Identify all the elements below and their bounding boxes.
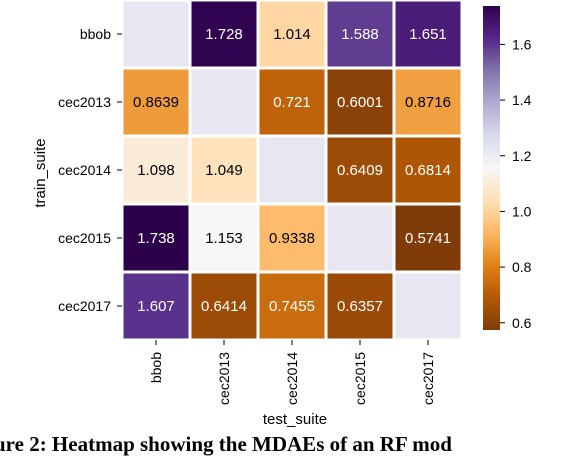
heatmap-cell [327, 69, 393, 135]
heatmap-cell [191, 273, 257, 339]
x-tick-label: cec2014 [284, 352, 300, 405]
cell-value-label: 0.9338 [269, 230, 315, 247]
heatmap-cell [123, 137, 189, 203]
heatmap-cells: 1.728 1.014 1.588 1.651 0.8639 0.721 0.6001 0.8… [123, 1, 461, 339]
x-tick-label: bbob [148, 352, 164, 383]
heatmap-cell [395, 69, 461, 135]
y-tick-label: cec2015 [58, 230, 111, 246]
colorbar-tick-label: 1.6 [512, 36, 532, 52]
x-axis-title: test_suite [263, 411, 327, 428]
heatmap-cell [395, 273, 461, 339]
cell-value-label: 1.049 [205, 162, 243, 179]
colorbar-tick-label: 0.6 [512, 315, 532, 331]
heatmap-cell [191, 69, 257, 135]
colorbar-tick-label: 1.2 [512, 148, 532, 164]
cell-value-label: 0.6814 [405, 162, 451, 179]
heatmap-cell [327, 273, 393, 339]
heatmap-cell [123, 69, 189, 135]
cell-value-label: 1.651 [409, 26, 447, 43]
figure-caption: ure 2: Heatmap showing the MDAEs of an R… [0, 432, 452, 456]
cell-value-label: 0.6409 [337, 162, 383, 179]
cell-value-label: 1.014 [273, 26, 311, 43]
cell-value-label: 1.738 [137, 230, 175, 247]
heatmap-cell [191, 205, 257, 271]
cell-value-label: 0.6414 [201, 298, 247, 315]
cell-value-label: 0.5741 [405, 230, 451, 247]
heatmap-cell [123, 1, 189, 67]
heatmap-cell [395, 137, 461, 203]
x-tick-label: cec2013 [216, 352, 232, 405]
cell-value-label: 0.8639 [133, 94, 179, 111]
heatmap-cell [191, 137, 257, 203]
cell-value-label: 0.7455 [269, 298, 315, 315]
colorbar: 0.6 0.8 1.0 1.2 1.4 1.6 [483, 6, 532, 331]
heatmap-cell [259, 205, 325, 271]
y-tick-label: cec2014 [58, 162, 111, 178]
y-tick-label: cec2013 [58, 94, 111, 110]
x-tick-labels: bbob cec2013 cec2014 cec2015 cec2017 [148, 340, 436, 405]
cell-value-label: 1.588 [341, 26, 379, 43]
heatmap-cell [123, 205, 189, 271]
colorbar-gradient [483, 6, 500, 330]
heatmap-cell [259, 273, 325, 339]
heatmap-cell [327, 205, 393, 271]
x-tick-label: cec2017 [420, 352, 436, 405]
heatmap-cell [191, 1, 257, 67]
heatmap-cell [259, 137, 325, 203]
colorbar-tick-label: 1.4 [512, 92, 532, 108]
colorbar-tick-label: 0.8 [512, 259, 532, 275]
cell-value-label: 0.6001 [337, 94, 383, 111]
heatmap-cell [259, 69, 325, 135]
colorbar-tick-label: 1.0 [512, 203, 532, 219]
heatmap-cell [395, 1, 461, 67]
y-tick-label: bbob [80, 26, 111, 42]
x-tick-label: cec2015 [352, 352, 368, 405]
y-tick-labels: bbob cec2013 cec2014 cec2015 cec2017 [58, 26, 122, 314]
heatmap-cell [395, 205, 461, 271]
cell-value-label: 1.153 [205, 230, 243, 247]
cell-value-label: 0.8716 [405, 94, 451, 111]
cell-value-label: 1.728 [205, 26, 243, 43]
cell-value-label: 0.6357 [337, 298, 383, 315]
cell-value-label: 1.607 [137, 298, 175, 315]
heatmap-cell [327, 1, 393, 67]
cell-value-label: 1.098 [137, 162, 175, 179]
heatmap-cell [123, 273, 189, 339]
heatmap-cell [259, 1, 325, 67]
y-axis-title: train_suite [32, 138, 49, 207]
y-tick-label: cec2017 [58, 298, 111, 314]
cell-value-label: 0.721 [273, 94, 311, 111]
heatmap-cell [327, 137, 393, 203]
